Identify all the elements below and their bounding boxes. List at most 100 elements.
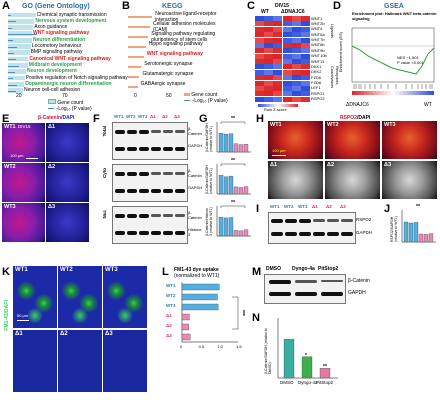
heatmap-cell: [282, 16, 292, 22]
kegg-term-label: Glutamatergic synapse: [142, 71, 194, 77]
heatmap-cell: [291, 96, 301, 102]
microscopy-sample-label: WT1: [4, 124, 16, 130]
lane-label: WT3: [298, 204, 308, 209]
blot-band: [175, 214, 185, 217]
microscopy-image: WT3: [382, 121, 437, 159]
g-bar: [223, 176, 229, 195]
blot-band: [139, 231, 149, 235]
microscopy-sample-label: Δ2: [327, 162, 335, 168]
panel-e-title-blue: /DAPI: [61, 115, 75, 121]
microscopy-sample-label: Δ1: [270, 162, 278, 168]
go-bar: [8, 50, 30, 56]
blot-protein-label: β-Catenin: [188, 168, 202, 178]
panel-l-label: L: [162, 266, 169, 278]
heatmap-cell: [301, 26, 310, 32]
blot-band: [139, 189, 149, 193]
heatmap-cell: [264, 16, 274, 22]
heatmap-cell: [273, 64, 283, 70]
g-bar: [233, 230, 239, 237]
panel-h-title-black: /DAPI: [356, 115, 371, 121]
panel-d-label: D: [333, 0, 341, 12]
heatmap-cell: [291, 75, 301, 81]
heatmap-side-top: Ligands: [330, 24, 335, 39]
go-legend: Gene count −Log₁₀ (P value): [48, 99, 92, 112]
heatmap-cell: [291, 80, 301, 86]
kegg-bar: [128, 35, 149, 38]
blot-band: [127, 172, 137, 176]
kegg-legend: Gene count −Log₁₀ (P value): [184, 92, 228, 104]
g-sig-bracket: [220, 121, 246, 124]
g-significance: **: [231, 116, 235, 122]
go-pvalue-line: [8, 84, 17, 86]
blot-protein-label: β-Catenin: [188, 210, 202, 220]
kegg-term-label: GABAergic synapse: [140, 81, 186, 87]
heatmap-cell: [264, 21, 274, 27]
heatmap-gene-label: RSPO2: [311, 96, 325, 102]
panel-j-chart: ** RSPO2/GAPDH (relative to WT1): [390, 204, 438, 250]
blot-band: [127, 189, 137, 193]
g-bar: [228, 133, 234, 153]
go-pvalue-line: [8, 59, 16, 60]
n-category-label: Dyngo-4a: [298, 380, 318, 385]
microscopy-sample-label: WT3: [105, 267, 118, 273]
l-category-label: Δ1: [166, 313, 172, 318]
g-bar: [218, 175, 224, 195]
g-bar: [243, 144, 249, 153]
go-term-label: Neuron cell-cell adhesion: [24, 87, 81, 94]
go-bar: [8, 18, 35, 24]
heatmap-gene-label: FZD6: [311, 74, 321, 80]
heatmap-div-title: DIV15: [275, 3, 289, 9]
blot-band: [151, 214, 161, 217]
heatmap-gene-label: WNT11: [311, 58, 325, 64]
heatmap-cell: [291, 48, 301, 54]
n-bar: [283, 339, 295, 379]
heatmap-cell: [291, 32, 301, 38]
n-bar: [301, 356, 313, 379]
l-category-label: WT1: [166, 283, 176, 288]
heatmap-cell: [264, 85, 274, 91]
heatmap-cell: [282, 37, 292, 43]
panel-d-title: GSEA: [384, 3, 404, 10]
scale-bar-label: 50 μm: [17, 313, 29, 318]
go-term-label: Axon guidance: [34, 24, 68, 31]
western-blot: [268, 212, 356, 244]
microscopy-image: Δ1: [13, 330, 57, 392]
l-bar: [181, 283, 220, 291]
go-bar: [8, 75, 25, 81]
microscopy-image: Δ2: [58, 330, 102, 392]
lane-label: Δ3: [174, 114, 180, 119]
heatmap-cell: [291, 16, 301, 22]
l-category-label: WT3: [166, 303, 176, 308]
heatmap-cell: [255, 75, 264, 81]
heatmap-cell: [301, 32, 310, 38]
heatmap-cell: [273, 69, 283, 75]
heatmap-cell: [273, 75, 283, 81]
g-ylabel: β-Catenin/GAPDH (relative to WT1): [205, 165, 213, 194]
heatmap-cell: [282, 48, 292, 54]
panel-c-label: C: [247, 0, 255, 12]
heatmap-cell: [255, 91, 264, 97]
lane-label: Δ2: [162, 114, 168, 119]
heatmap-cell: [264, 59, 274, 65]
panel-h-image-grid: WT1 100 μm WT2 WT3 Δ1 Δ2 Δ3: [268, 121, 437, 201]
heatmap-cell: [282, 21, 292, 27]
n-bar: [319, 368, 331, 379]
scale-bar: [272, 155, 286, 156]
blot-protein-label: GAPDH: [188, 185, 203, 190]
heatmap-cell: [255, 64, 264, 70]
g-bar: [233, 143, 239, 153]
heatmap-cell: [264, 32, 274, 38]
blot-protein-label: GAPDH: [356, 230, 373, 235]
blot-band: [175, 147, 185, 151]
go-bar: [8, 88, 23, 93]
kegg-bar: [128, 85, 138, 88]
heatmap-cell: [264, 91, 274, 97]
heatmap-gene-label: WNT8b: [311, 42, 325, 48]
microscopy-sample-label: Δ1: [48, 124, 56, 130]
western-blot: [112, 164, 188, 202]
l-tick-label: 0: [180, 344, 183, 349]
blot-band: [271, 232, 283, 236]
panel-j-label: J: [384, 203, 391, 215]
scale-bar: [17, 320, 29, 321]
heatmap-cell: [282, 64, 292, 70]
